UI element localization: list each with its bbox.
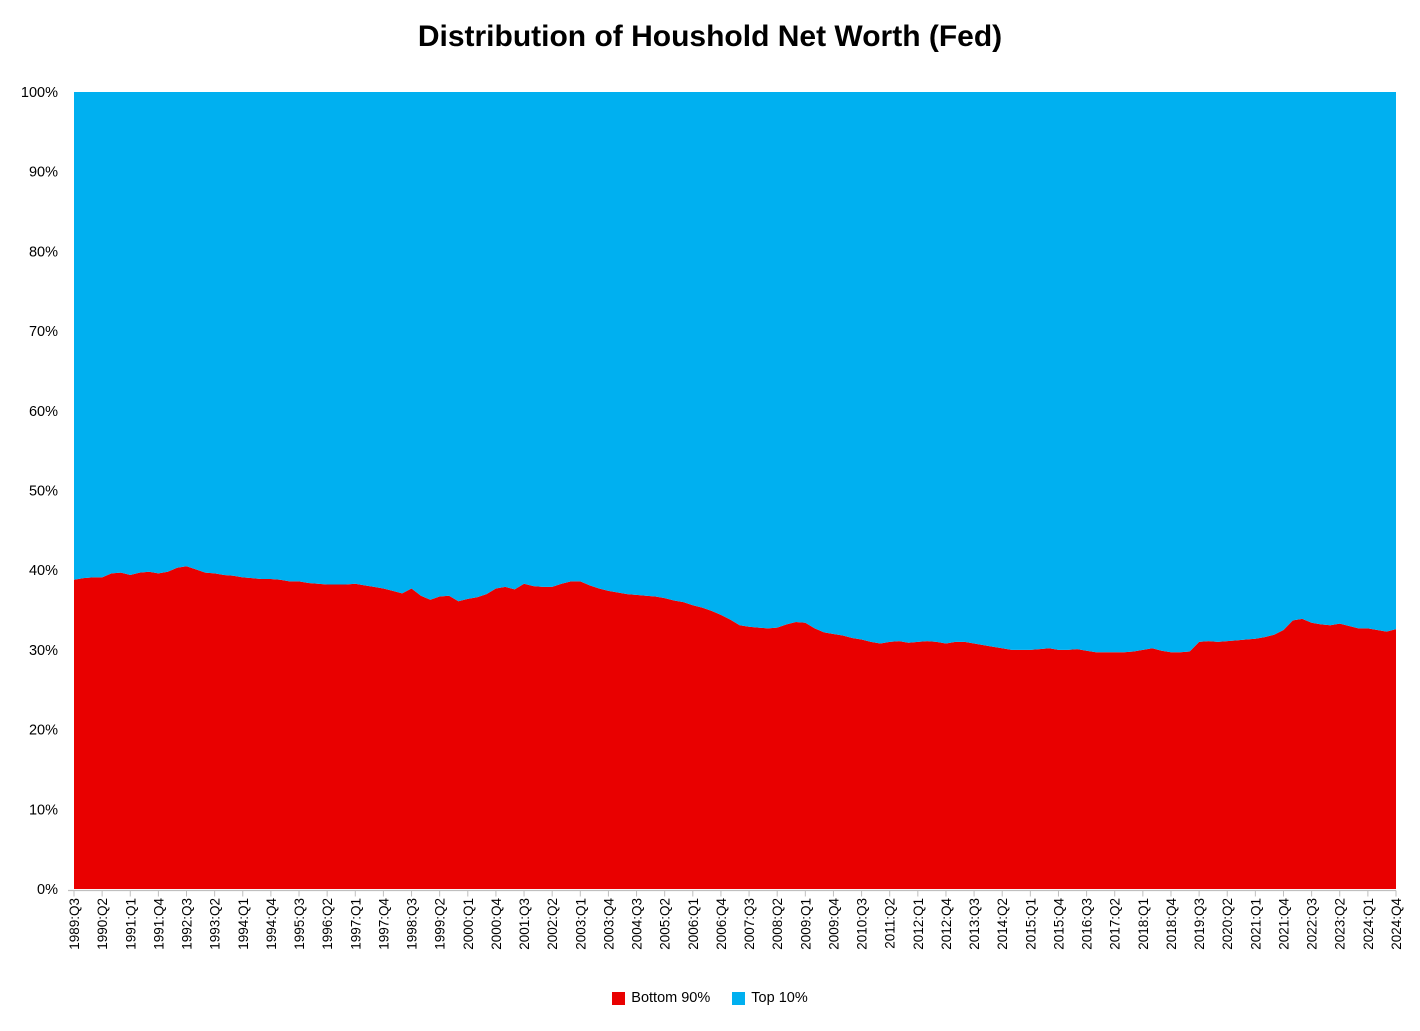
x-tick-label: 1994:Q1 [236,898,251,950]
y-tick-label: 50% [29,484,58,500]
x-tick-label: 2017:Q2 [1108,898,1123,950]
x-tick-label: 2014:Q2 [995,898,1010,950]
x-tick-label: 2013:Q3 [967,898,982,950]
x-tick-label: 1991:Q1 [123,898,138,950]
x-tick-label: 1996:Q2 [320,898,335,950]
x-tick-label: 2016:Q3 [1080,898,1095,950]
x-tick-label: 2021:Q1 [1248,898,1263,950]
x-tick-label: 2019:Q3 [1192,898,1207,950]
x-tick-label: 1994:Q4 [264,898,279,950]
legend: Bottom 90% Top 10% [0,990,1420,1006]
x-tick-label: 2005:Q2 [658,898,673,950]
x-tick-label: 2018:Q1 [1136,898,1151,950]
x-tick-label: 2004:Q3 [630,898,645,950]
x-tick-label: 2015:Q4 [1051,898,1066,950]
x-tick-label: 2015:Q1 [1023,898,1038,950]
y-tick-label: 60% [29,404,58,420]
y-tick-label: 40% [29,563,58,579]
y-tick-label: 30% [29,643,58,659]
x-tick-label: 1991:Q4 [151,898,166,950]
x-tick-label: 1995:Q3 [292,898,307,950]
legend-label-top10: Top 10% [751,990,808,1006]
x-tick-label: 2024:Q1 [1361,898,1376,950]
x-tick-label: 1997:Q4 [376,898,391,950]
x-tick-label: 1990:Q2 [95,898,110,950]
x-tick-label: 2007:Q3 [742,898,757,950]
x-tick-label: 2003:Q4 [601,898,616,950]
y-tick-label: 20% [29,723,58,739]
x-tick-label: 2011:Q2 [883,898,898,949]
x-tick-label: 1998:Q3 [405,898,420,950]
y-tick-label: 100% [21,85,58,101]
y-tick-label: 10% [29,802,58,818]
chart-title: Distribution of Houshold Net Worth (Fed) [417,20,1003,53]
x-tick-label: 2009:Q4 [826,898,841,950]
x-tick-label: 2001:Q3 [517,898,532,950]
y-tick-label: 70% [29,324,58,340]
x-tick-label: 2002:Q2 [545,898,560,950]
x-tick-label: 2006:Q1 [686,898,701,950]
x-tick-label: 1989:Q3 [67,898,82,950]
x-tick-label: 2021:Q4 [1276,898,1291,950]
legend-item-bottom90: Bottom 90% [612,990,710,1006]
area-bottom90 [74,566,1396,889]
x-tick-label: 2024:Q4 [1389,898,1404,950]
y-tick-label: 0% [37,882,58,898]
legend-swatch-top10-icon [732,991,746,1005]
x-tick-label: 2012:Q4 [939,898,954,950]
x-tick-label: 2006:Q4 [714,898,729,950]
x-tick-label: 2009:Q1 [798,898,813,950]
area-top10 [74,92,1396,653]
x-tick-label: 2020:Q2 [1220,898,1235,950]
x-tick-label: 2010:Q3 [855,898,870,950]
legend-swatch-bottom90-icon [612,991,626,1005]
x-tick-label: 2023:Q2 [1333,898,1348,950]
x-tick-label: 1993:Q2 [208,898,223,950]
x-tick-label: 1999:Q2 [433,898,448,950]
legend-item-top10: Top 10% [732,990,808,1006]
x-tick-label: 1992:Q3 [180,898,195,950]
x-tick-label: 2000:Q4 [489,898,504,950]
x-tick-label: 2018:Q4 [1164,898,1179,950]
y-tick-label: 90% [29,165,58,181]
x-tick-label: 2000:Q1 [461,898,476,950]
x-tick-label: 2022:Q3 [1305,898,1320,950]
x-tick-label: 2012:Q1 [911,898,926,950]
y-tick-label: 80% [29,244,58,260]
x-tick-label: 2003:Q1 [573,898,588,950]
x-tick-label: 1997:Q1 [348,898,363,950]
legend-label-bottom90: Bottom 90% [631,990,711,1006]
x-tick-label: 2008:Q2 [770,898,785,950]
